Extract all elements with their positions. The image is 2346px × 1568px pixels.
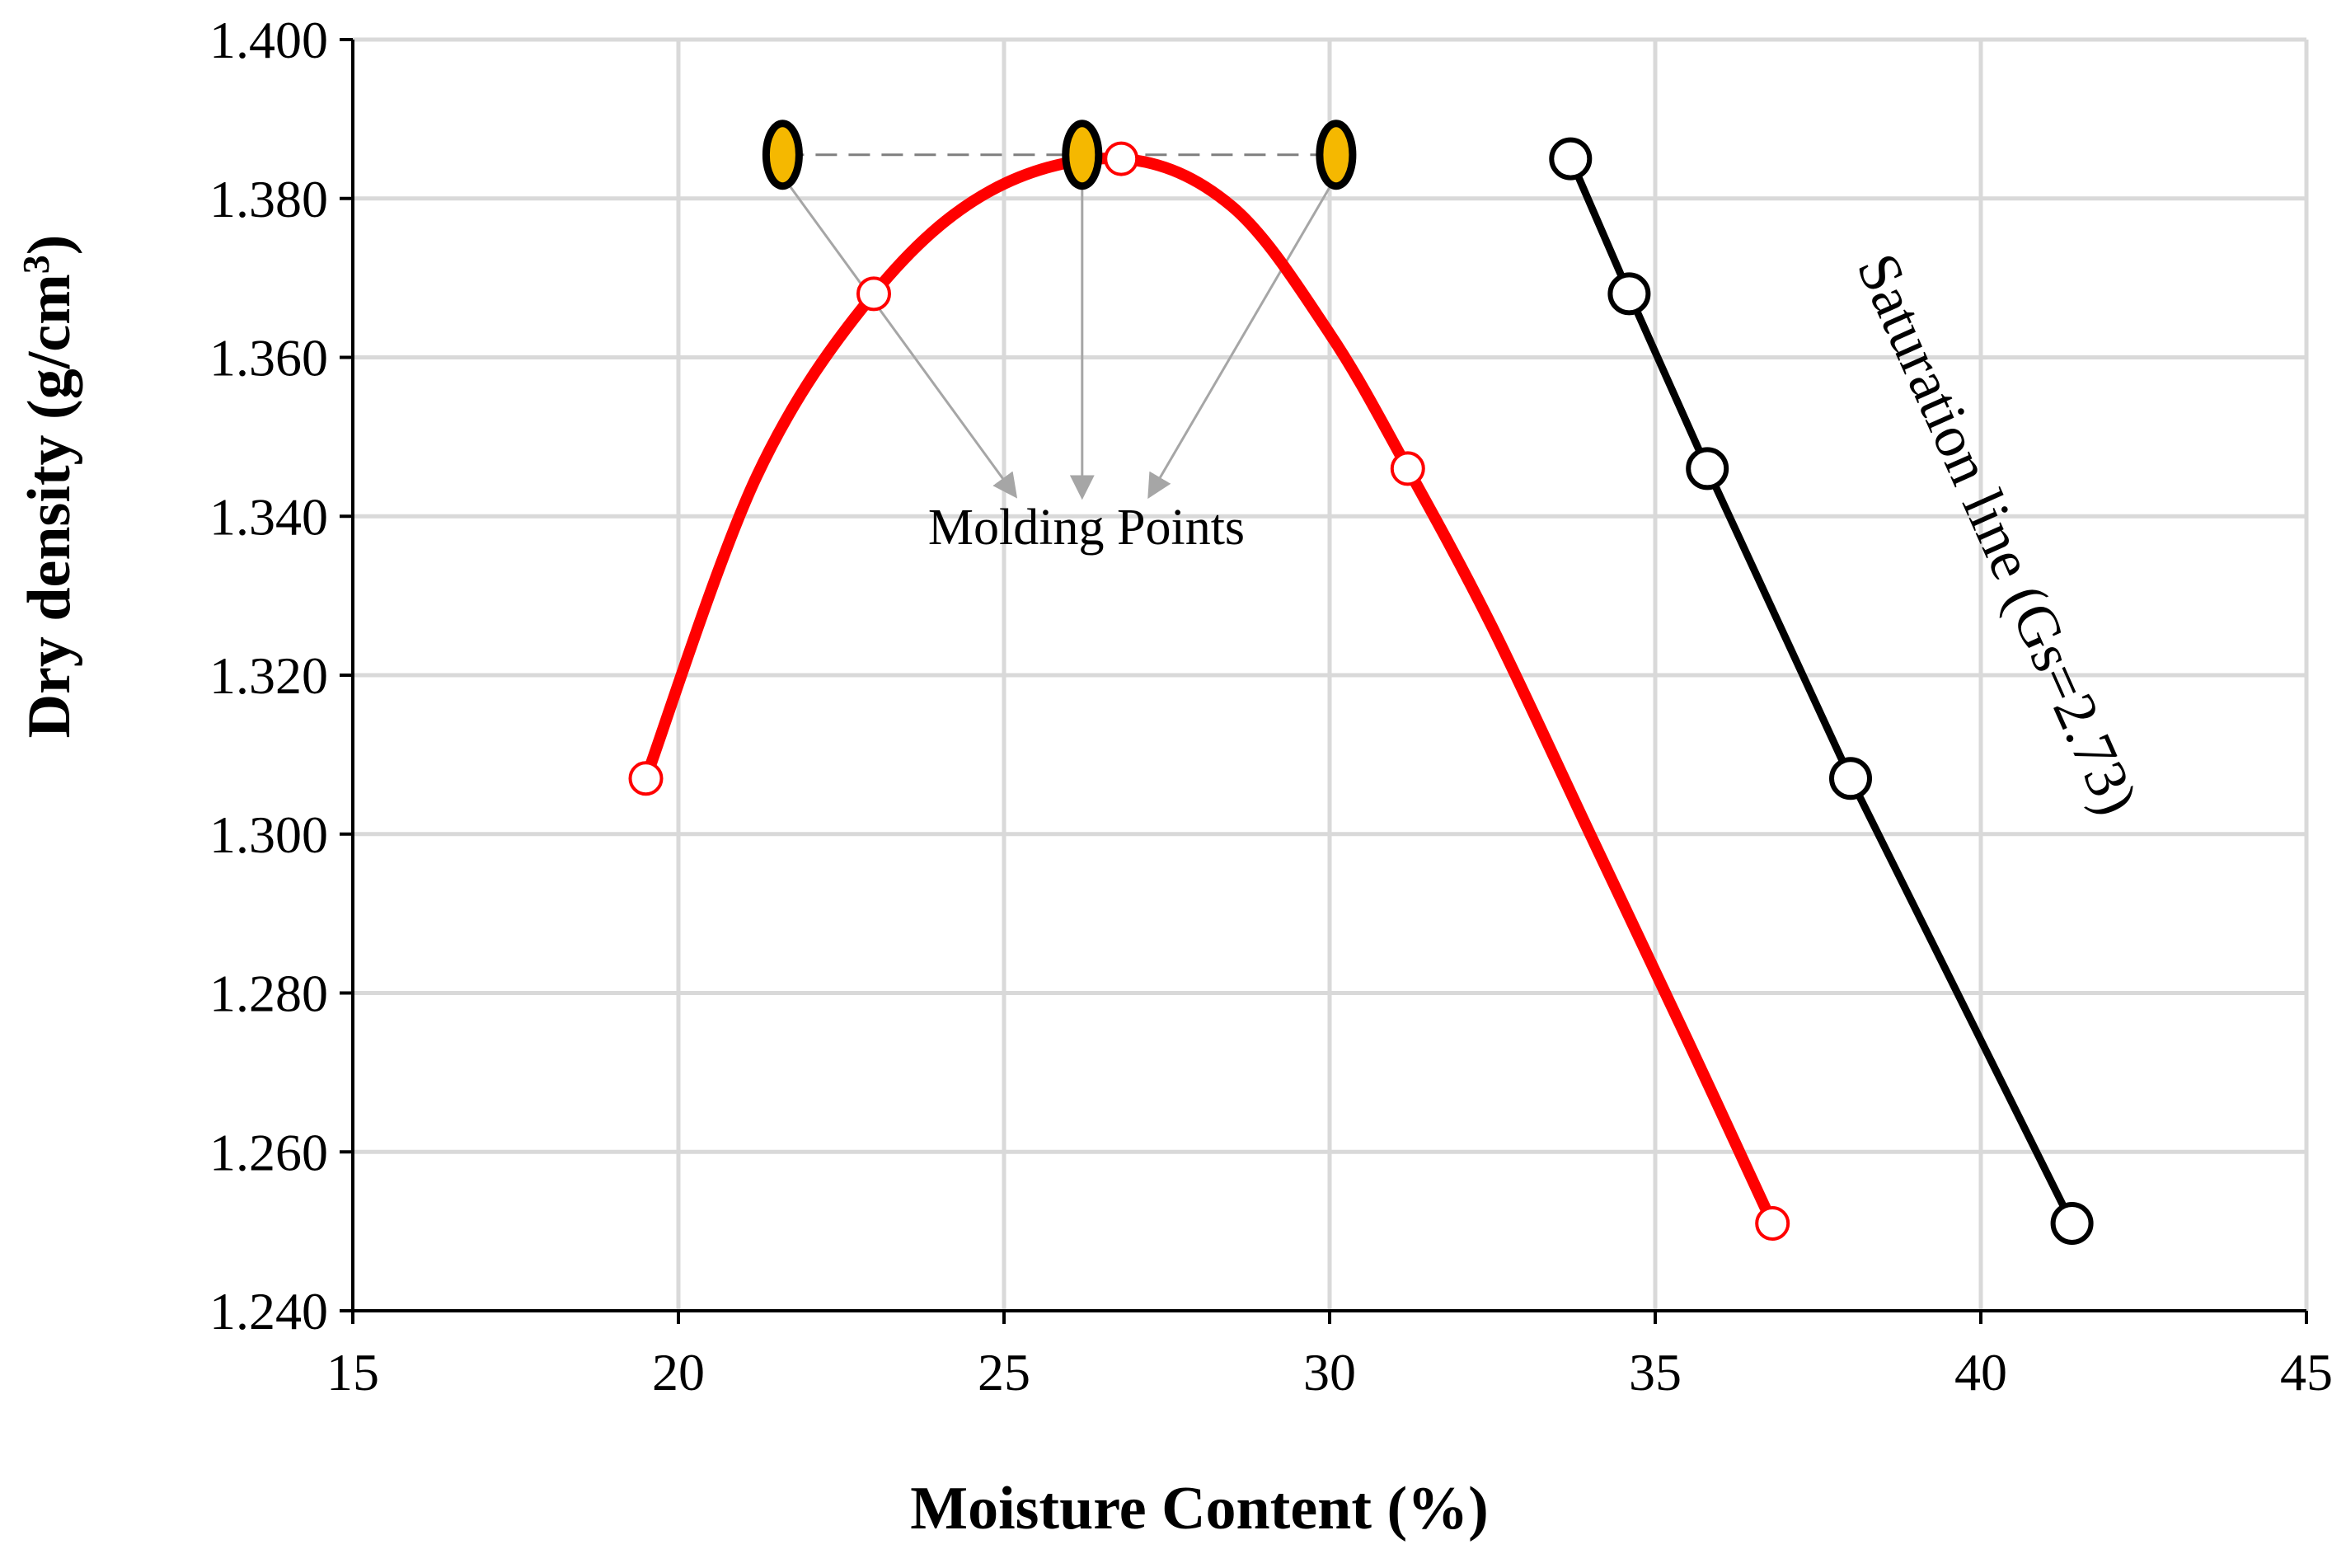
y-tick-label: 1.360 — [209, 329, 328, 387]
axes — [340, 38, 2308, 1324]
y-tick-label: 1.260 — [209, 1123, 328, 1181]
compaction-point — [1755, 1205, 1790, 1241]
molding-point — [762, 120, 803, 190]
saturation-point — [1829, 757, 1872, 800]
x-tick-label: 25 — [978, 1343, 1030, 1401]
saturation-point — [1607, 272, 1651, 316]
molding-points-label: Molding Points — [928, 500, 1245, 556]
molding-point — [1316, 120, 1357, 190]
molding-arrow — [781, 175, 1018, 499]
series — [640, 153, 2076, 1229]
compaction-point — [1390, 451, 1425, 486]
molding-annotation — [781, 153, 1338, 500]
y-tick-label: 1.240 — [209, 1282, 328, 1340]
x-tick-label: 40 — [1954, 1343, 2007, 1401]
tick-labels: 15 20 25 30 35 40 45 1.240 1.260 1.280 1.300 1.320 1… — [209, 11, 2333, 1401]
x-tick-label: 30 — [1303, 1343, 1356, 1401]
molding-point — [1062, 120, 1103, 190]
saturation-point — [1549, 137, 1593, 181]
saturation-line — [1567, 157, 2076, 1225]
grid — [353, 37, 2309, 1311]
y-tick-label: 1.340 — [209, 487, 328, 546]
markers — [628, 120, 2094, 1245]
y-axis-title: Dry density (g/cm3) — [15, 235, 84, 739]
x-tick-label: 45 — [2280, 1343, 2333, 1401]
y-axis-title-main: Dry density (g/cm — [16, 274, 83, 738]
compaction-curve — [640, 153, 1779, 1229]
y-tick-label: 1.280 — [209, 965, 328, 1023]
y-axis-title-sup: 3 — [15, 255, 57, 274]
x-tick-label: 20 — [652, 1343, 705, 1401]
y-axis-title-close: ) — [16, 235, 83, 256]
compaction-point — [628, 761, 664, 796]
molding-arrow — [1147, 175, 1338, 500]
y-tick-label: 1.300 — [209, 805, 328, 864]
saturation-point — [1686, 447, 1729, 491]
compaction-point — [1104, 141, 1139, 176]
saturation-point — [2050, 1201, 2094, 1245]
x-axis-title: Moisture Content (%) — [910, 1475, 1489, 1542]
compaction-point — [856, 276, 891, 312]
x-tick-label: 15 — [326, 1343, 379, 1401]
y-tick-label: 1.320 — [209, 646, 328, 705]
x-tick-label: 35 — [1629, 1343, 1682, 1401]
y-tick-label: 1.380 — [209, 170, 328, 228]
y-tick-label: 1.400 — [209, 11, 328, 69]
saturation-line-label: Saturation line (Gs=2.73) — [1844, 244, 2151, 824]
